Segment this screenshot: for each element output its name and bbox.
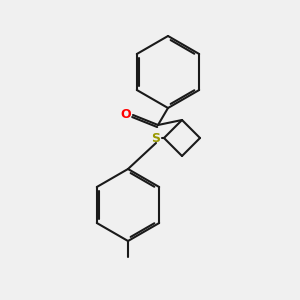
Text: S: S [152, 131, 160, 145]
Text: O: O [121, 107, 131, 121]
